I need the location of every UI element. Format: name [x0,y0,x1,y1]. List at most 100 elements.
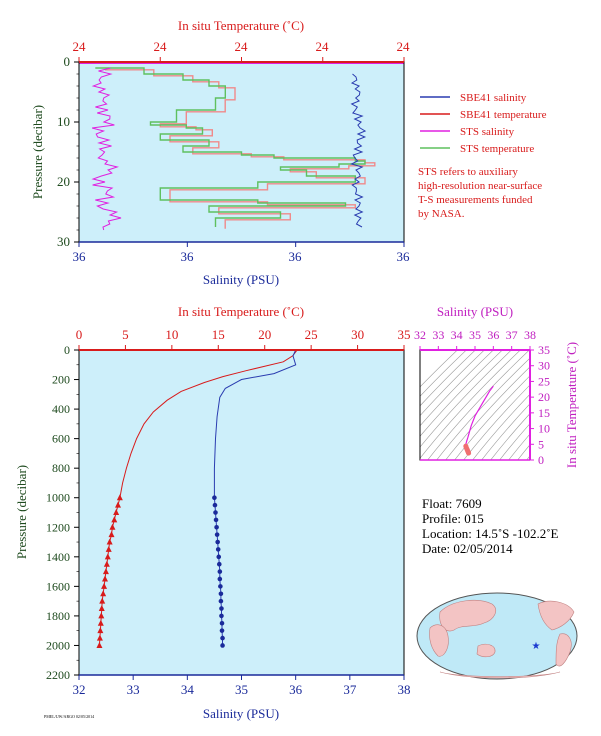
temperature-bottle-point [98,612,105,619]
profile-pressure-tick: 400 [52,402,70,416]
ts-density-contour [420,350,521,459]
profile-pressure-tick: 1400 [46,550,70,564]
salinity-bottle-point [213,517,219,523]
profile-pressure-ticks: 0 200 400 600 800 1000 1200 1400 1600 1800 2000 220… [46,343,70,682]
ts-density-contour [420,350,503,437]
top-panel-top-tick: 24 [235,39,249,54]
temperature-bottle-point [98,605,105,612]
profile-plot-area [79,350,404,675]
ts-density-contour [420,350,485,417]
profile-salinity-axis-label: Salinity (PSU) [203,706,279,721]
salinity-bottle-point [218,598,224,604]
salinity-bottle-point [216,554,222,560]
profile-temperature-tick: 10 [165,327,178,342]
ts-temperature-tick: 25 [538,374,550,388]
float-id: Float: 7609 [422,496,482,511]
salinity-bottle-point [214,524,219,530]
profile-temperature-ticks: 0 5 10 15 20 25 30 35 [76,327,411,342]
ts-diagram-panel: Salinity (PSU) 32 33 34 35 36 37 38 0 510 15 20 25… [414,304,579,468]
top-panel-salinity-axis-label: Salinity (PSU) [203,272,279,287]
map-land-antarctica [439,671,561,679]
map-float-marker: ★ [532,641,541,652]
top-panel-bottom-tick: 36 [73,249,87,264]
temperature-bottle-point [102,568,109,575]
top-panel-top-tick: 24 [154,39,168,54]
salinity-bottle-point [217,569,223,574]
profile-salinity-tick: 37 [343,682,357,697]
profile-temperature-tick: 20 [258,327,271,342]
temperature-bottle-point [108,531,115,538]
profile-temperature-tick: 15 [212,327,225,342]
profile-number: Profile: 015 [422,511,484,526]
ts-temperature-tick: 35 [538,343,550,357]
profile-pressure-tick: 2000 [46,638,70,652]
ts-series [463,385,494,456]
sts-note-line: by NASA. [418,208,465,220]
temperature-bottle-point [116,494,123,501]
ts-salinity-tick: 35 [469,328,481,342]
profile-pressure-tick: 1200 [46,520,70,534]
top-panel-y-tick: 30 [57,234,70,249]
salinity-bottle-point [212,502,218,508]
ts-density-contour [517,444,530,460]
ts-temperature-tick: 15 [538,406,550,420]
map-land-africa [429,624,449,657]
ts-density-contour [427,350,530,460]
profile-salinity-tick: 34 [181,682,195,697]
ts-density-contour [526,455,530,460]
top-panel-top-tick: 24 [316,39,330,54]
sts-temperature-line [95,67,366,227]
temperature-bottle-point [104,553,111,560]
top-panel-top-tick: 24 [397,39,411,54]
temperature-bottle-point [105,545,112,552]
profile-series [96,349,298,648]
map-land-australia [476,643,496,658]
ts-density-contour [420,350,494,427]
ts-density-contour [454,375,530,460]
top-panel-series [79,62,404,231]
profile-pressure-tick: 2200 [46,668,70,682]
salinity-bottle-point [212,495,217,501]
temperature-bottle-point [96,641,103,648]
salinity-bottle-point [220,643,225,648]
salinity-bottle-point [219,606,224,611]
ts-contour-group [420,350,530,460]
profile-pressure-axis-label: Pressure (decibar) [14,465,29,559]
ts-density-contour [472,393,530,460]
top-panel-y-ticks: 0 10 20 30 [57,54,70,249]
ts-temperature-axis-label: In situ Temperature (˚C) [564,342,579,468]
salinity-bottle-point [219,613,224,619]
temperature-bottle-point [97,627,104,634]
top-panel-bottom-tick: 36 [289,249,303,264]
ts-density-contours [420,350,530,460]
temperature-bottle-point [115,501,121,508]
profile-salinity-tick: 35 [235,682,248,697]
salinity-bottle-point [214,532,220,537]
ts-density-contour [481,403,530,460]
ts-temperature-tick: 0 [538,453,544,467]
top-panel-y-tick: 10 [57,114,70,129]
top-panel-bottom-tick: 36 [397,249,411,264]
profile-pressure-tick: 1600 [46,579,70,593]
salinity-bottle-point [217,576,223,582]
profile-salinity-line [213,349,297,498]
map-land [429,599,575,679]
sbe41-salinity-line [350,73,367,228]
map-land-asia [439,599,496,632]
profile-salinity-tick: 38 [398,682,411,697]
near-surface-panel: In situ Temperature (˚C) 24 24 24 24 24 … [30,18,547,287]
ts-density-contour [463,384,530,460]
sts-temperature-alt-line [105,69,376,229]
ts-salinity-tick: 33 [432,328,444,342]
profile-temperature-tick: 30 [351,327,364,342]
temperature-bottle-point [113,509,120,515]
top-panel-y-tick: 20 [57,174,70,189]
top-panel-bottom-tick: 36 [181,249,195,264]
profile-pressure-tick: 600 [52,432,70,446]
location: Location: 14.5˚S -102.2˚E [422,526,559,541]
temperature-bottle-point [103,560,110,567]
ts-density-contour [508,433,530,460]
footer-credit: PMEL/UW/ARGO 02/05/2014 [44,714,94,719]
